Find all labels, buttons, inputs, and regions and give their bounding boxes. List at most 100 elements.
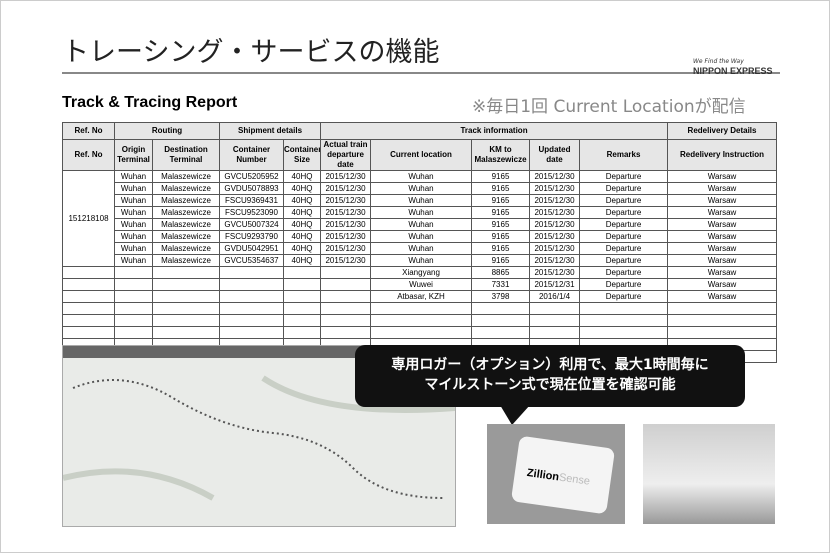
empty-cell	[219, 314, 284, 327]
table-cell: Malaszewicze	[152, 230, 220, 243]
empty-cell	[320, 314, 372, 327]
table-cell: GVCU5354637	[219, 254, 284, 267]
column-header: Current location	[370, 139, 473, 171]
table-cell: 2015/12/30	[529, 170, 581, 183]
table-cell: Wuhan	[114, 242, 153, 255]
empty-cell	[152, 290, 220, 303]
column-header: KM to Malaszewicze	[471, 139, 531, 171]
empty-cell	[667, 314, 778, 327]
callout-line: マイルストーン式で現在位置を確認可能	[424, 377, 676, 393]
table-cell: 9165	[471, 206, 531, 219]
empty-cell	[62, 314, 115, 327]
empty-cell	[667, 326, 778, 339]
table-cell: Wuhan	[370, 182, 473, 195]
table-cell: Wuhan	[370, 242, 473, 255]
table-cell: Malaszewicze	[152, 206, 220, 219]
table-cell: Departure	[579, 230, 669, 243]
table-cell: Wuhan	[370, 254, 473, 267]
table-row: Wuwei 7331 2015/12/31 Departure Warsaw	[62, 278, 778, 291]
column-header: Destination Terminal	[152, 139, 220, 171]
empty-cell	[62, 278, 115, 291]
empty-cell	[114, 314, 153, 327]
group-header: Redelivery Details	[667, 122, 778, 140]
empty-cell	[471, 326, 531, 339]
empty-cell	[370, 314, 473, 327]
empty-cell	[62, 302, 115, 315]
table-row: Wuhan Malaszewicze GVCU5354637 40HQ 2015/12/…	[63, 254, 778, 267]
column-header: Container Size	[282, 139, 322, 171]
device-photo: ZillionSense	[487, 424, 625, 524]
table-cell: 40HQ	[282, 242, 322, 255]
table-row: Ref. No Origin Terminal Destination Termin…	[62, 139, 778, 171]
table-cell: Wuhan	[370, 206, 473, 219]
table-cell: 9165	[471, 194, 531, 207]
table-cell: 2015/12/30	[529, 194, 581, 207]
device: ZillionSense	[510, 435, 616, 515]
table-cell: 2016/1/4	[529, 290, 581, 303]
table-cell: GVDU5078893	[219, 182, 284, 195]
table-cell: Departure	[579, 266, 669, 279]
empty-cell	[152, 278, 220, 291]
table-cell: Warsaw	[667, 266, 778, 279]
empty-cell	[62, 266, 115, 279]
group-header: Track information	[320, 122, 669, 140]
table-cell: 40HQ	[282, 182, 322, 195]
empty-cell	[62, 326, 115, 339]
table-cell: Wuhan	[370, 230, 473, 243]
device-brand: Zillion	[526, 467, 560, 484]
empty-cell	[370, 326, 473, 339]
table-row	[62, 326, 778, 339]
empty-cell	[152, 266, 220, 279]
table-cell: 9165	[471, 230, 531, 243]
table-cell: 40HQ	[282, 170, 322, 183]
table-cell: Warsaw	[667, 290, 778, 303]
empty-cell	[529, 302, 581, 315]
table-row: Atbasar, KZH 3798 2016/1/4 Departure Warsaw	[62, 290, 778, 303]
table-cell: Departure	[579, 290, 669, 303]
empty-cell	[152, 314, 220, 327]
table-cell: 9165	[471, 218, 531, 231]
table-cell: Xiangyang	[370, 266, 473, 279]
table-cell: Warsaw	[667, 206, 778, 219]
group-header: Shipment details	[218, 122, 322, 140]
empty-cell	[114, 302, 153, 315]
table-cell: Wuhan	[114, 182, 153, 195]
table-cell: FSCU9369431	[219, 194, 284, 207]
report-title: Track & Tracing Report	[62, 94, 238, 111]
empty-cell	[579, 314, 669, 327]
empty-cell	[320, 302, 372, 315]
table-cell: Malaszewicze	[152, 194, 220, 207]
empty-cell	[282, 278, 322, 291]
table-cell: 2015/12/30	[529, 218, 581, 231]
callout-line: 専用ロガー（オプション）利用で、最大1時間毎に	[391, 357, 709, 373]
table-cell: 40HQ	[282, 206, 322, 219]
empty-cell	[114, 290, 153, 303]
table-cell: Malaszewicze	[152, 254, 220, 267]
callout: 専用ロガー（オプション）利用で、最大1時間毎に マイルストーン式で現在位置を確認…	[355, 345, 745, 407]
group-header: Routing	[114, 122, 220, 140]
empty-cell	[320, 266, 372, 279]
table-cell: 2015/12/30	[320, 254, 372, 267]
table-cell: Departure	[579, 278, 669, 291]
map-route	[63, 375, 455, 501]
table-cell: Warsaw	[667, 170, 778, 183]
table-cell: 2015/12/30	[320, 182, 372, 195]
callout-pointer	[500, 405, 530, 425]
empty-cell	[219, 302, 284, 315]
table-cell: Malaszewicze	[152, 242, 220, 255]
table-cell: Departure	[579, 170, 669, 183]
empty-cell	[471, 314, 531, 327]
table-cell: Departure	[579, 242, 669, 255]
table-cell: 2015/12/30	[529, 254, 581, 267]
table-cell: Departure	[579, 182, 669, 195]
table-cell: Wuhan	[114, 206, 153, 219]
table-cell: 40HQ	[282, 254, 322, 267]
table-cell: Wuhan	[114, 194, 153, 207]
table-cell: Malaszewicze	[152, 218, 220, 231]
table-row: Wuhan Malaszewicze FSCU9293790 40HQ 2015/12/…	[63, 230, 778, 243]
table-row: Wuhan Malaszewicze FSCU9523090 40HQ 2015/12/…	[63, 206, 778, 219]
table-cell: Wuwei	[370, 278, 473, 291]
table-row	[62, 314, 778, 327]
table-cell: Malaszewicze	[152, 170, 220, 183]
column-header: Updated date	[529, 139, 581, 171]
